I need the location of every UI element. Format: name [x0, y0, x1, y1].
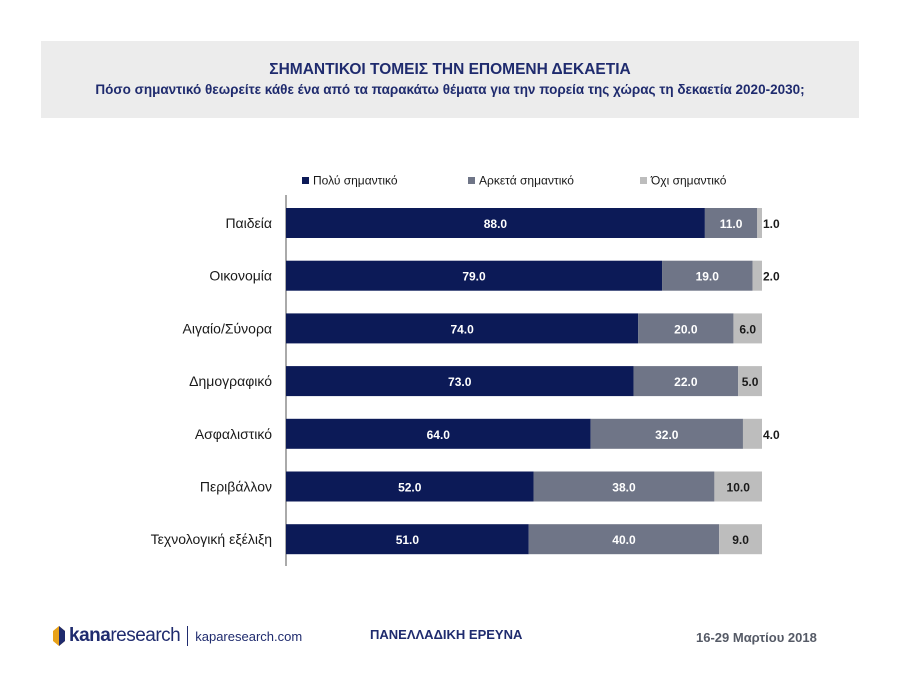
category-label: Οικονομία	[209, 268, 272, 284]
data-label: 40.0	[612, 533, 636, 547]
legend-swatch	[302, 177, 309, 184]
data-label: 4.0	[763, 428, 780, 442]
bar-segment	[714, 471, 762, 502]
data-label: 1.0	[763, 217, 780, 231]
data-label: 11.0	[720, 217, 743, 231]
kana-research-logo: kana research kaparesearch.com	[52, 624, 302, 648]
data-label: 88.0	[484, 217, 508, 231]
legend-label: Πολύ σημαντικό	[313, 174, 398, 188]
data-label: 10.0	[727, 481, 751, 495]
data-label: 74.0	[450, 322, 474, 336]
data-label: 6.0	[739, 322, 756, 336]
data-label: 51.0	[396, 533, 420, 547]
data-label: 2.0	[763, 270, 780, 284]
category-label: Περιβάλλον	[200, 479, 272, 495]
data-label: 32.0	[655, 428, 679, 442]
bar-segment	[533, 471, 715, 502]
bar-segment	[528, 524, 720, 555]
data-label: 64.0	[427, 428, 451, 442]
survey-date: 16-29 Μαρτίου 2018	[696, 630, 817, 645]
data-label: 38.0	[612, 481, 636, 495]
category-label: Τεχνολογική εξέλιξη	[151, 531, 272, 547]
bar-segment	[638, 313, 734, 344]
bar-segment	[286, 471, 534, 502]
legend-label: Αρκετά σημαντικό	[479, 174, 574, 188]
bar-segment	[757, 208, 762, 238]
data-label: 5.0	[742, 375, 759, 389]
legend-label: Όχι σημαντικό	[650, 174, 727, 188]
bar-segment	[733, 313, 762, 344]
bar-segment	[286, 208, 705, 238]
bar-segment	[286, 366, 634, 397]
bar-segment	[742, 418, 762, 449]
data-label: 73.0	[448, 375, 472, 389]
bar-segment	[719, 524, 762, 555]
category-label: Αιγαίο/Σύνορα	[183, 320, 272, 336]
bar-segment	[633, 366, 739, 397]
bar-segment	[286, 313, 639, 344]
data-label: 20.0	[674, 322, 698, 336]
logo-kana-text: kana	[69, 625, 111, 646]
chart-subtitle: Πόσο σημαντικό θεωρείτε κάθε ένα από τα …	[95, 82, 805, 97]
data-label: 79.0	[462, 270, 486, 284]
header-band: ΣΗΜΑΝΤΙΚΟΙ ΤΟΜΕΙΣ ΤΗΝ ΕΠΟΜΕΝΗ ΔΕΚΑΕΤΙΑ Π…	[41, 41, 859, 118]
logo-url: kaparesearch.com	[195, 628, 303, 644]
bar-segment	[590, 418, 743, 449]
data-label: 52.0	[398, 481, 422, 495]
data-label: 22.0	[674, 375, 698, 389]
data-label: 19.0	[696, 270, 720, 284]
logo-separator	[187, 626, 189, 646]
bar-segment	[752, 260, 762, 291]
category-label: Ασφαλιστικό	[195, 426, 272, 442]
bar-segment	[738, 366, 762, 397]
logo-research-text: research	[110, 625, 181, 646]
bar-segment	[286, 524, 529, 555]
stacked-bar-chart: Πολύ σημαντικό Αρκετά σημαντικό Όχι σημαντ…	[151, 174, 780, 566]
legend-swatch	[640, 177, 647, 184]
bar-segment	[662, 260, 753, 291]
bar-segment	[704, 208, 758, 238]
legend-swatch	[468, 177, 475, 184]
category-label: Παιδεία	[225, 215, 272, 231]
survey-label: ΠΑΝΕΛΛΑΔΙΚΗ ΕΡΕΥΝΑ	[370, 627, 523, 642]
category-label: Δημογραφικό	[189, 373, 272, 389]
chart-title: ΣΗΜΑΝΤΙΚΟΙ ΤΟΜΕΙΣ ΤΗΝ ΕΠΟΜΕΝΗ ΔΕΚΑΕΤΙΑ	[269, 61, 631, 78]
bar-segment	[286, 418, 591, 449]
bar-segment	[286, 260, 663, 291]
logo-mark-icon	[53, 626, 65, 646]
data-label: 9.0	[732, 533, 749, 547]
